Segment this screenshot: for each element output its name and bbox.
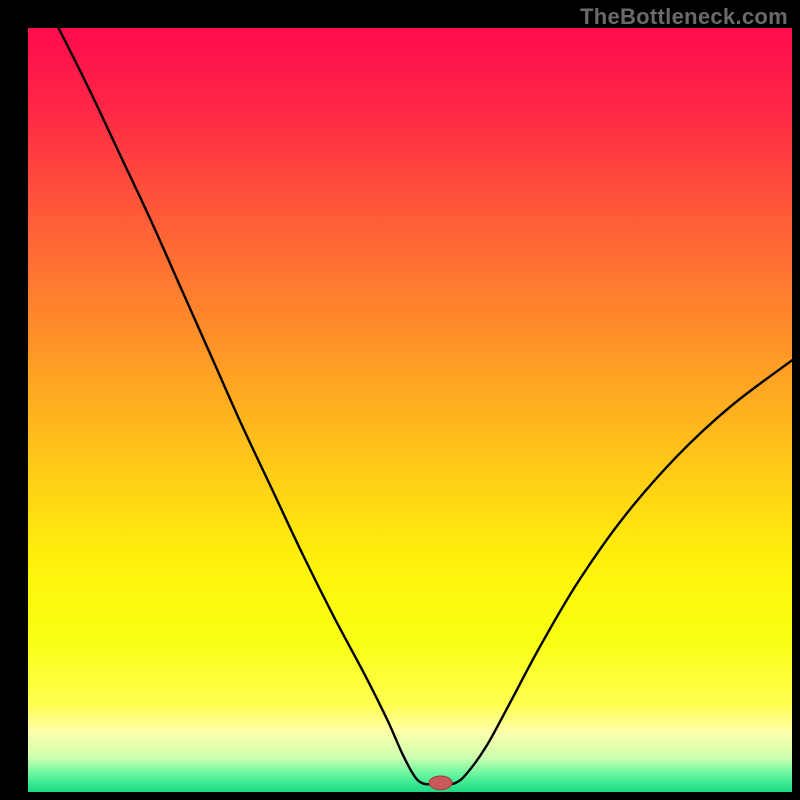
- plot-background: [28, 28, 792, 792]
- bottleneck-chart: [0, 0, 800, 800]
- frame-border-left: [0, 0, 28, 800]
- minimum-marker: [429, 776, 452, 790]
- frame-border-bottom: [0, 792, 800, 800]
- watermark-text: TheBottleneck.com: [580, 4, 788, 30]
- chart-container: TheBottleneck.com: [0, 0, 800, 800]
- frame-border-right: [792, 0, 800, 800]
